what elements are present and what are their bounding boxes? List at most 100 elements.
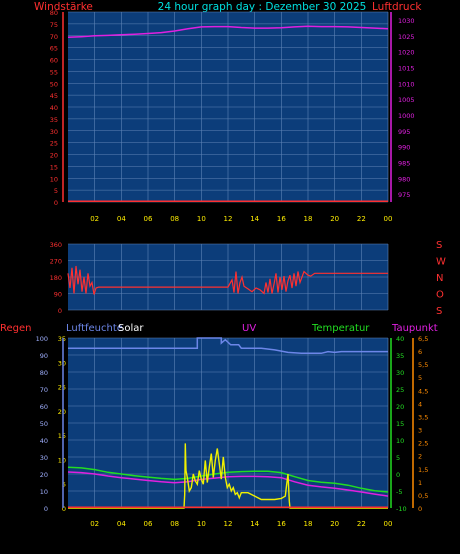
y-tick-label-direction: 270 [50, 258, 62, 266]
y-tick-label-direction: 180 [50, 274, 62, 282]
header-right-label: Luftdruck [372, 1, 422, 13]
y-tick-label-luftdruck: 980 [398, 175, 410, 183]
legend-label-uv: UV [242, 323, 256, 334]
y-tick-label-taupunkt: 4 [418, 400, 422, 408]
y-tick-label-taupunkt: 6 [418, 348, 422, 356]
x-tick-label: 22 [357, 520, 366, 528]
y-tick-label-windstaerke: 45 [50, 92, 58, 100]
header-left-label: Windstärke [34, 1, 93, 13]
x-tick-label: 00 [384, 215, 393, 223]
y-tick-label-taupunkt: 0 [418, 505, 422, 513]
x-tick-label: 08 [170, 215, 179, 223]
y-tick-label-regen: 50 [40, 420, 48, 428]
series-luftdruck [67, 25, 389, 39]
y-tick-label-windstaerke: 0 [54, 199, 58, 207]
y-tick-label-temperatur: 25 [396, 386, 404, 394]
y-tick-label-temperatur: -5 [396, 488, 402, 496]
x-tick-label: 02 [90, 215, 99, 223]
y-tick-label-luftdruck: 990 [398, 144, 410, 152]
x-tick-label: 20 [330, 215, 339, 223]
x-tick-label: 00 [384, 520, 393, 528]
y-tick-label-windstaerke: 30 [50, 128, 58, 136]
x-tick-label: 04 [117, 520, 126, 528]
x-tick-label: 14 [250, 520, 259, 528]
y-tick-label-regen: 60 [40, 403, 48, 411]
y-tick-label-taupunkt: 5 [418, 374, 422, 382]
y-tick-label-taupunkt: 6,5 [418, 335, 428, 343]
legend-label-luftfeuchte: Luftfeuchte [66, 323, 123, 334]
y-tick-label-regen: 30 [40, 454, 48, 462]
y-tick-label-luftfeuchte: 25 [58, 384, 66, 392]
y-tick-label-luftdruck: 975 [398, 191, 410, 199]
y-tick-label-luftfeuchte: 0 [62, 505, 66, 513]
y-tick-label-windstaerke: 80 [50, 9, 58, 17]
y-tick-label-taupunkt: 0,5 [418, 492, 428, 500]
y-tick-label-luftfeuchte: 15 [58, 432, 66, 440]
x-tick-label: 16 [277, 520, 286, 528]
y-tick-label-luftdruck: 1030 [398, 17, 415, 25]
y-tick-label-windstaerke: 35 [50, 116, 58, 124]
y-tick-label-taupunkt: 2 [418, 453, 422, 461]
x-tick-label: 20 [330, 520, 339, 528]
y-tick-label-windstaerke: 25 [50, 140, 58, 148]
series-windrichtung [67, 265, 388, 295]
y-tick-label-taupunkt: 5,5 [418, 361, 428, 369]
y-tick-label-compass: S [436, 240, 442, 251]
legend-label-taupunkt: Taupunkt [391, 323, 438, 334]
y-tick-label-windstaerke: 20 [50, 152, 58, 160]
y-tick-label-regen: 20 [40, 471, 48, 479]
y-tick-label-compass: S [436, 306, 442, 317]
y-tick-label-luftdruck: 995 [398, 128, 410, 136]
y-tick-label-taupunkt: 1 [418, 479, 422, 487]
x-tick-label: 10 [197, 215, 206, 223]
y-tick-label-windstaerke: 5 [54, 187, 58, 195]
y-tick-label-luftfeuchte: 20 [58, 408, 66, 416]
x-tick-label: 06 [144, 215, 153, 223]
y-tick-label-windstaerke: 60 [50, 57, 58, 65]
x-tick-label: 18 [304, 215, 313, 223]
y-tick-label-taupunkt: 1,5 [418, 466, 428, 474]
x-tick-label: 02 [90, 520, 99, 528]
y-tick-label-luftfeuchte: 30 [58, 359, 66, 367]
y-tick-label-direction: 360 [50, 241, 62, 249]
x-tick-label: 18 [304, 520, 313, 528]
y-tick-label-luftdruck: 1005 [398, 96, 415, 104]
y-tick-label-luftfeuchte: 5 [62, 481, 66, 489]
y-tick-label-temperatur: 15 [396, 420, 404, 428]
y-tick-label-taupunkt: 2,5 [418, 440, 428, 448]
y-tick-label-temperatur: 35 [396, 352, 404, 360]
y-tick-label-luftfeuchte: 10 [58, 456, 66, 464]
y-tick-label-luftdruck: 985 [398, 159, 410, 167]
y-tick-label-temperatur: 5 [396, 454, 400, 462]
y-tick-label-windstaerke: 15 [50, 163, 58, 171]
y-tick-label-regen: 70 [40, 386, 48, 394]
y-tick-label-regen: 40 [40, 437, 48, 445]
x-tick-label: 04 [117, 215, 126, 223]
y-tick-label-regen: 0 [44, 505, 48, 513]
y-tick-label-compass: O [436, 290, 444, 301]
x-tick-label: 14 [250, 215, 259, 223]
y-tick-label-temperatur: 10 [396, 437, 404, 445]
y-tick-label-windstaerke: 55 [50, 68, 58, 76]
x-tick-label: 22 [357, 215, 366, 223]
y-tick-label-luftdruck: 1020 [398, 49, 415, 57]
y-tick-label-regen: 80 [40, 369, 48, 377]
y-tick-label-luftfeuchte: 35 [58, 335, 66, 343]
series-luftfeuchte [68, 337, 388, 355]
y-tick-label-luftdruck: 1025 [398, 33, 415, 41]
y-tick-label-direction: 0 [58, 307, 62, 315]
y-tick-label-taupunkt: 4,5 [418, 387, 428, 395]
y-tick-label-regen: 90 [40, 352, 48, 360]
chart-title: 24 hour graph day : Dezember 30 2025 [158, 1, 367, 13]
y-tick-label-direction: 90 [54, 291, 62, 299]
y-tick-label-regen: 100 [36, 335, 48, 343]
y-tick-label-regen: 10 [40, 488, 48, 496]
y-tick-label-luftdruck: 1010 [398, 80, 415, 88]
y-tick-label-windstaerke: 40 [50, 104, 58, 112]
y-tick-label-temperatur: 40 [396, 335, 404, 343]
y-tick-label-temperatur: 0 [396, 471, 400, 479]
x-tick-label: 12 [224, 215, 233, 223]
legend-label-temperatur: Temperatur [311, 323, 370, 334]
y-tick-label-luftdruck: 1000 [398, 112, 415, 120]
